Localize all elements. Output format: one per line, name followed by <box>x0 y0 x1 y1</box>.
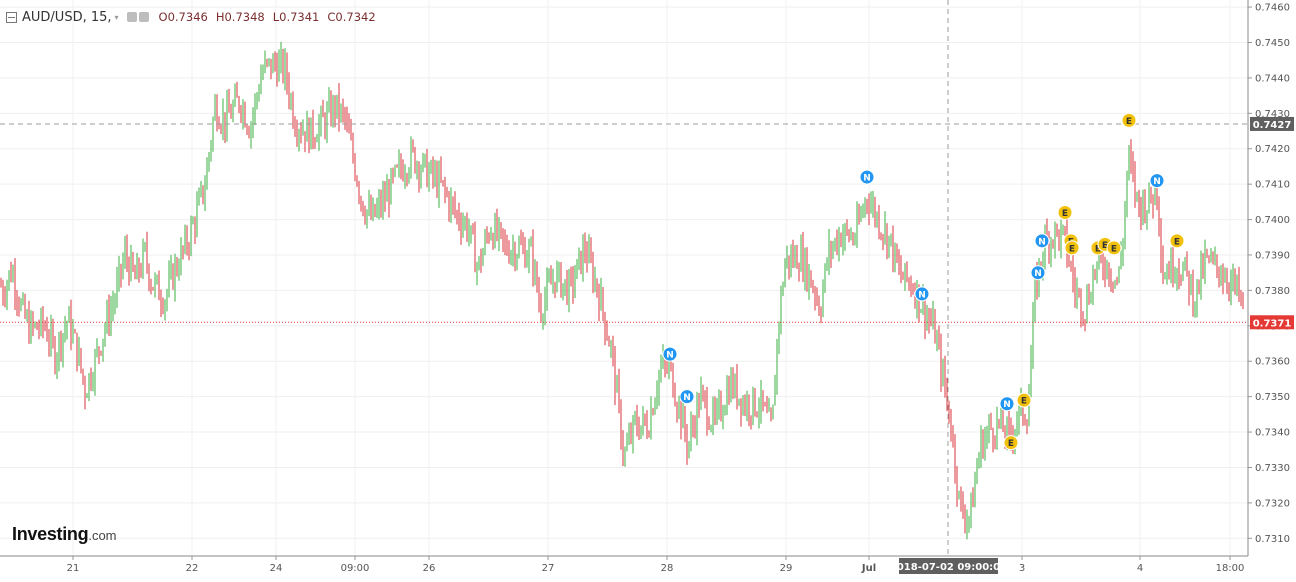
y-tick-label: 0.7450 <box>1255 38 1290 49</box>
event-marker-label: E <box>1021 397 1027 407</box>
crosshair-time-badge <box>899 558 998 574</box>
current-price-label: 0.7371 <box>1253 318 1292 329</box>
y-tick-label: 0.7410 <box>1255 180 1290 191</box>
event-marker-label: N <box>1038 237 1046 247</box>
chevron-down-icon[interactable]: ▾ <box>114 12 119 22</box>
news-event-marker[interactable] <box>679 389 695 405</box>
economic-event-marker[interactable] <box>1169 233 1185 249</box>
logo-suffix: .com <box>88 528 117 543</box>
y-tick-label: 0.7390 <box>1255 250 1290 261</box>
collapse-legend-icon[interactable] <box>6 11 17 23</box>
event-marker-label: E <box>1126 117 1132 127</box>
news-event-marker[interactable] <box>1149 173 1165 189</box>
event-marker-label: N <box>666 351 674 361</box>
y-tick-label: 0.7460 <box>1255 3 1290 14</box>
open-value: O0.7346 <box>158 10 208 24</box>
x-tick-label: 22 <box>186 563 199 574</box>
y-tick-label: 0.7400 <box>1255 215 1290 226</box>
event-marker-label: E <box>1174 237 1180 247</box>
news-event-marker[interactable] <box>859 169 875 185</box>
current-price-badge <box>1250 315 1294 330</box>
event-marker-label: E <box>1111 244 1117 254</box>
close-value: C0.7342 <box>327 10 376 24</box>
event-marker-label: E <box>1008 439 1014 449</box>
event-marker-label: E <box>1062 209 1068 219</box>
x-tick-label: 26 <box>423 563 436 574</box>
y-tick-label: 0.7310 <box>1255 534 1290 545</box>
event-marker-label: N <box>863 174 871 184</box>
y-tick-label: 0.7380 <box>1255 286 1290 297</box>
visibility-icon[interactable] <box>138 12 149 22</box>
economic-event-marker[interactable] <box>1016 392 1032 408</box>
economic-event-marker[interactable] <box>1064 240 1080 256</box>
crosshair-price-badge <box>1250 116 1294 131</box>
event-marker-label: E <box>1102 241 1108 251</box>
news-event-marker[interactable] <box>1030 265 1046 281</box>
event-marker-label: N <box>683 393 691 403</box>
x-tick-label: 4 <box>1137 563 1143 574</box>
symbol-label[interactable]: AUD/USD, 15, <box>22 9 112 25</box>
y-tick-label: 0.7440 <box>1255 73 1290 84</box>
y-tick-label: 0.7430 <box>1255 109 1290 120</box>
y-tick-label: 0.7330 <box>1255 463 1290 474</box>
high-value: H0.7348 <box>215 10 265 24</box>
x-tick-label: 29 <box>780 563 793 574</box>
crosshair-time-label: 2018-07-02 09:00:00 <box>890 562 1007 573</box>
y-tick-label: 0.7420 <box>1255 144 1290 155</box>
event-marker-label: N <box>1003 400 1011 410</box>
x-tick-label: 28 <box>661 563 674 574</box>
event-marker-label: E <box>1069 244 1075 254</box>
settings-icon[interactable] <box>126 12 137 22</box>
y-tick-label: 0.7350 <box>1255 392 1290 403</box>
x-tick-label: 27 <box>542 563 555 574</box>
crosshair-price-label: 0.7427 <box>1253 120 1292 131</box>
y-tick-label: 0.7320 <box>1255 498 1290 509</box>
x-tick-label: 24 <box>270 563 283 574</box>
event-marker-label: E <box>1095 244 1101 254</box>
y-tick-label: 0.7360 <box>1255 357 1290 368</box>
x-tick-label: 18:00 <box>1216 563 1245 574</box>
news-event-marker[interactable] <box>999 396 1015 412</box>
x-tick-label: 09:00 <box>341 563 370 574</box>
news-event-marker[interactable] <box>662 346 678 362</box>
x-tick-label: Jul <box>861 563 876 574</box>
news-event-marker[interactable] <box>914 286 930 302</box>
news-event-marker[interactable] <box>1034 233 1050 249</box>
low-value: L0.7341 <box>272 10 320 24</box>
event-marker-label: N <box>1034 269 1042 279</box>
event-marker-label: N <box>918 290 926 300</box>
y-tick-label: 0.7340 <box>1255 428 1290 439</box>
economic-event-marker[interactable] <box>1057 204 1073 220</box>
economic-event-marker[interactable] <box>1003 435 1019 451</box>
investing-logo: Investing.com <box>12 524 117 545</box>
x-tick-label: 3 <box>1019 563 1025 574</box>
chart-legend: AUD/USD, 15, ▾ O0.7346 H0.7348 L0.7341 C… <box>6 8 376 26</box>
event-marker-label: N <box>1153 177 1161 187</box>
x-tick-label: 21 <box>67 563 80 574</box>
logo-brand: Investing <box>12 524 89 544</box>
economic-event-marker[interactable] <box>1106 240 1122 256</box>
economic-event-marker[interactable] <box>1121 112 1137 128</box>
